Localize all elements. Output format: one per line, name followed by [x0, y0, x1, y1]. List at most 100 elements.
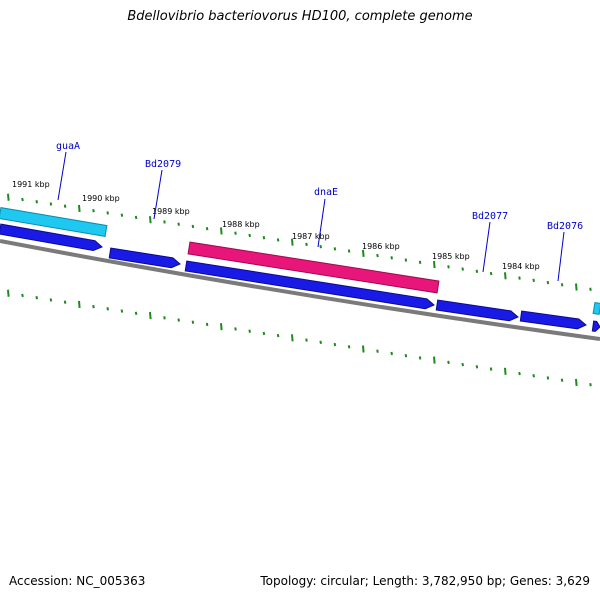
gene-label: guaA [56, 141, 80, 152]
gene-label: Bd2076 [547, 221, 583, 232]
kbp-tick-upper-minor [35, 200, 38, 204]
kbp-tick-lower-minor [35, 296, 38, 300]
kbp-tick-lower-major [78, 300, 81, 308]
kbp-tick-lower-minor [191, 320, 195, 324]
kbp-tick-lower-minor [532, 374, 535, 378]
kbp-tick-upper-minor [404, 258, 408, 262]
kbp-tick-lower-minor [63, 300, 67, 304]
kbp-tick-lower-major [362, 345, 365, 353]
kbp-tick-upper-minor [518, 276, 521, 280]
kbp-label: 1985 kbp [432, 252, 470, 261]
kbp-tick-lower-minor [560, 378, 564, 382]
kbp-tick-upper-major [504, 272, 507, 280]
kbp-tick-upper-major [362, 249, 365, 257]
kbp-label: 1987 kbp [292, 232, 330, 241]
kbp-tick-lower-minor [418, 356, 422, 360]
gene-label: Bd2077 [472, 211, 508, 222]
kbp-tick-upper-minor [560, 283, 564, 287]
kbp-tick-lower-minor [49, 298, 53, 302]
kbp-tick-upper-minor [191, 224, 195, 229]
kbp-tick-lower-minor [376, 349, 379, 353]
gene-label-leader [317, 198, 326, 248]
kbp-tick-lower-minor [489, 367, 493, 371]
kbp-label: 1984 kbp [502, 262, 540, 271]
kbp-tick-upper-minor [305, 242, 308, 247]
kbp-tick-upper-minor [134, 215, 138, 220]
kbp-label: 1989 kbp [152, 207, 190, 216]
kbp-tick-upper-minor [63, 204, 67, 208]
kbp-tick-upper-minor [276, 238, 280, 242]
kbp-tick-lower-major [7, 289, 10, 297]
kbp-tick-upper-minor [347, 249, 351, 253]
kbp-label: 1990 kbp [82, 194, 120, 203]
kbp-tick-lower-minor [120, 309, 124, 313]
kbp-tick-lower-minor [21, 293, 24, 298]
gene-Bd2079 [108, 247, 181, 269]
kbp-tick-upper-minor [49, 202, 53, 206]
kbp-tick-upper-minor [106, 211, 109, 215]
kbp-tick-upper-minor [390, 256, 393, 260]
kbp-tick-upper-major [78, 204, 81, 213]
kbp-tick-lower-minor [546, 376, 550, 380]
gene-label: dnaE [314, 187, 338, 198]
kbp-tick-lower-minor [319, 340, 322, 344]
gene-Bd2077 [435, 299, 519, 322]
kbp-tick-lower-major [291, 334, 294, 342]
kbp-tick-lower-minor [92, 304, 95, 309]
genome-summary: Topology: circular; Length: 3,782,950 bp… [260, 574, 590, 588]
gene-blue-right [591, 320, 600, 332]
kbp-tick-lower-minor [134, 311, 138, 316]
kbp-tick-lower-minor [305, 338, 308, 342]
kbp-tick-upper-minor [532, 278, 535, 282]
kbp-tick-lower-minor [589, 382, 592, 387]
kbp-tick-upper-major [433, 260, 436, 269]
kbp-tick-lower-minor [518, 371, 521, 376]
kbp-tick-upper-minor [234, 231, 237, 235]
kbp-tick-lower-minor [205, 322, 209, 327]
kbp-tick-upper-minor [447, 265, 450, 269]
kbp-tick-upper-major [575, 283, 578, 291]
kbp-tick-lower-major [504, 367, 507, 375]
accession-label: Accession: NC_005363 [9, 574, 146, 588]
kbp-tick-upper-minor [333, 247, 337, 251]
gene-label-leader [557, 231, 565, 282]
kbp-tick-lower-major [149, 311, 152, 320]
kbp-tick-lower-minor [248, 329, 251, 333]
kbp-tick-upper-minor [546, 280, 550, 285]
genome-title: Bdellovibrio bacteriovorus HD100, comple… [127, 9, 473, 24]
kbp-tick-lower-minor [177, 318, 180, 322]
kbp-labels: 1991 kbp 1990 kbp 1989 kbp 1988 kbp 1987 kbp… [12, 180, 540, 271]
kbp-tick-upper-minor [120, 213, 124, 217]
kbp-tick-lower-minor [262, 331, 266, 336]
kbp-tick-lower-minor [163, 316, 166, 320]
gene-guaA [0, 207, 108, 237]
kbp-tick-upper-minor [489, 271, 493, 276]
genome-backbone [0, 239, 600, 341]
gene-cyan-right [592, 301, 600, 316]
kbp-tick-upper-minor [248, 233, 251, 238]
kbp-tick-lower-minor [475, 365, 479, 369]
kbp-tick-upper-minor [461, 267, 464, 271]
gene-features [0, 207, 600, 332]
kbp-tick-lower-minor [447, 360, 450, 365]
gene-label-leader [482, 221, 491, 273]
kbp-tick-upper-minor [475, 269, 479, 273]
kbp-tick-upper-minor [376, 253, 379, 258]
kbp-tick-upper-minor [21, 197, 24, 202]
gene-dnaE [187, 241, 440, 294]
kbp-tick-lower-major [433, 356, 436, 364]
kbp-tick-lower-major [220, 323, 223, 331]
kbp-tick-lower-minor [390, 351, 393, 356]
kbp-ticks-upper [7, 193, 592, 291]
kbp-tick-upper-minor [92, 209, 95, 213]
kbp-tick-upper-major [291, 238, 294, 246]
kbp-tick-upper-major [7, 193, 10, 201]
kbp-tick-upper-major [220, 227, 223, 235]
kbp-label: 1991 kbp [12, 180, 50, 189]
gene-label-leader [153, 169, 163, 220]
kbp-tick-lower-major [575, 378, 578, 387]
gene-labels: guaA Bd2079 dnaE Bd2077 Bd2076 [56, 141, 583, 282]
gene-blue-1 [0, 223, 103, 252]
kbp-tick-upper-minor [589, 287, 592, 291]
kbp-tick-lower-minor [106, 307, 109, 311]
